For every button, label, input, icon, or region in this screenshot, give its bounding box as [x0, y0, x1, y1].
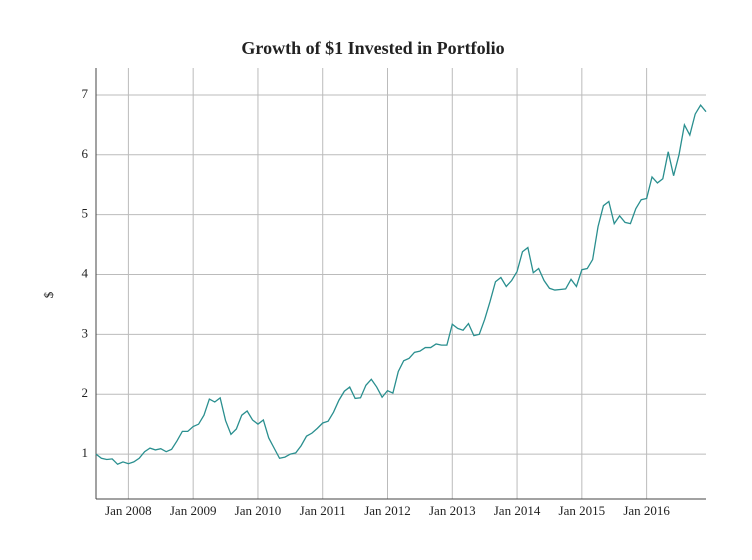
y-tick-label: 4 — [82, 266, 89, 281]
y-tick-label: 6 — [82, 146, 89, 161]
y-tick-label: 2 — [82, 385, 89, 400]
data-line — [95, 103, 707, 466]
x-tick-label: Jan 2010 — [235, 503, 282, 518]
x-tick-label: Jan 2013 — [429, 503, 476, 518]
x-tick-label: Jan 2016 — [623, 503, 670, 518]
chart-title: Growth of $1 Invested in Portfolio — [241, 38, 504, 58]
y-tick-label: 3 — [82, 325, 89, 340]
x-tick-label: Jan 2011 — [300, 503, 346, 518]
y-axis-label: $ — [41, 291, 56, 298]
x-tick-label: Jan 2012 — [364, 503, 411, 518]
x-tick-label: Jan 2008 — [105, 503, 152, 518]
y-tick-label: 1 — [82, 445, 89, 460]
y-tick-label: 5 — [82, 206, 89, 221]
x-tick-label: Jan 2009 — [170, 503, 217, 518]
y-tick-label: 7 — [82, 86, 89, 101]
x-tick-label: Jan 2015 — [559, 503, 606, 518]
x-tick-label: Jan 2014 — [494, 503, 541, 518]
